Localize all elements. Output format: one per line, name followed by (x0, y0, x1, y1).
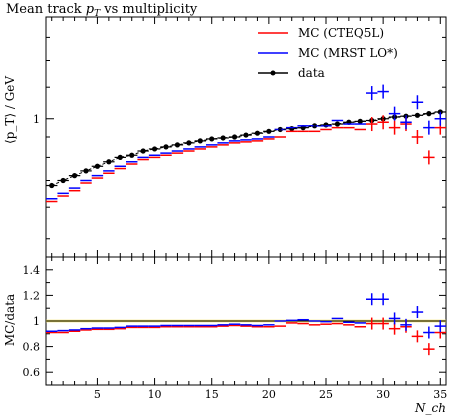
y-axis-label: ⟨p_T⟩ / GeV (3, 76, 17, 144)
ratio-y-tick-label: 1.4 (23, 264, 41, 277)
ratio-y-tick-label: 0.6 (23, 366, 41, 379)
data-series-line (51, 111, 441, 186)
data-point (117, 154, 123, 160)
x-tick-label: 25 (319, 388, 333, 401)
x-axis-label: N_ch (414, 401, 446, 415)
x-tick-label: 10 (148, 388, 162, 401)
data-point (414, 112, 421, 118)
ratio-y-axis-label: MC/data (3, 294, 17, 346)
axis-ticks: 5 10 15 20 25 30 35 1 0.6 0.8 1 1.2 1.4 (23, 17, 447, 401)
data-point (334, 121, 341, 127)
x-tick-label: 5 (94, 388, 101, 401)
ratio-y-tick-label: 1 (33, 315, 40, 328)
legend-label-cteq5l: MC (CTEQ5L) (298, 26, 384, 40)
data-point (254, 130, 261, 136)
data-marks (46, 84, 446, 356)
x-tick-label: 20 (262, 388, 276, 401)
chart-title: Mean track pT vs multiplicity (6, 2, 198, 19)
x-tick-label: 15 (205, 388, 219, 401)
legend-label-data: data (298, 66, 325, 80)
legend: MC (CTEQ5L) MC (MRST LO*) data (258, 26, 398, 80)
data-point (94, 163, 101, 169)
data-point (220, 135, 226, 141)
data-point (151, 146, 158, 152)
x-tick-label: 30 (376, 388, 390, 401)
y-tick-label: 1 (33, 113, 40, 126)
data-point (186, 140, 192, 146)
data-point (71, 173, 78, 179)
ratio-y-tick-label: 0.8 (23, 341, 41, 354)
x-tick-label: 35 (433, 388, 447, 401)
ratio-reference-band (46, 319, 446, 323)
legend-marker-data (270, 70, 276, 76)
ratio-y-tick-label: 1.2 (23, 289, 41, 302)
legend-label-mrst: MC (MRST LO*) (298, 46, 398, 60)
